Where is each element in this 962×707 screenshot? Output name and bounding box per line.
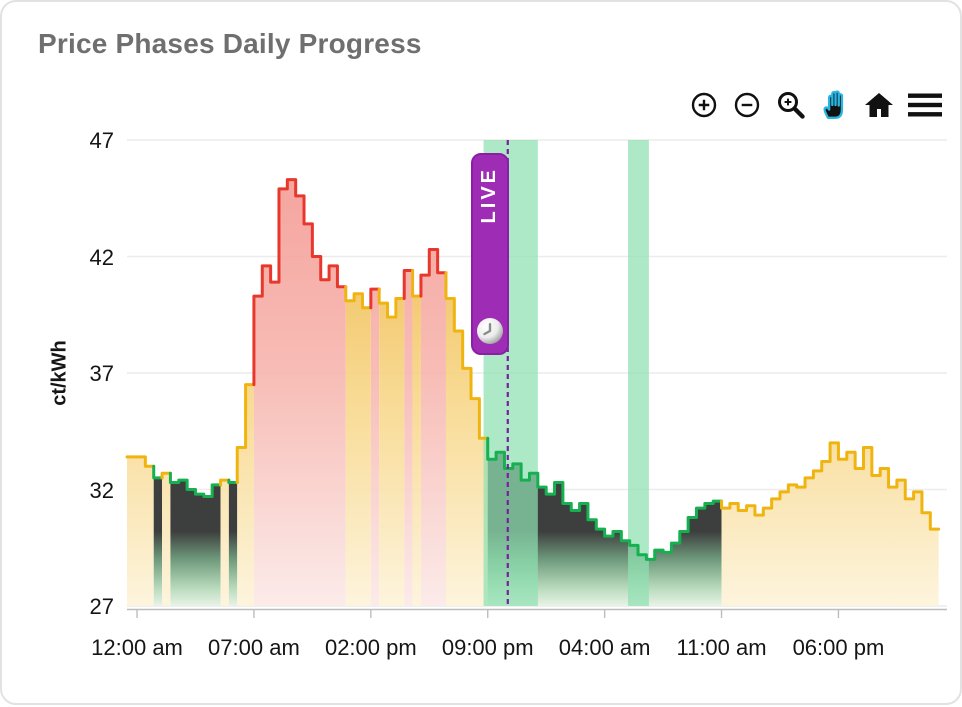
zoom-in-button[interactable] (687, 86, 721, 124)
page-title: Price Phases Daily Progress (38, 28, 422, 59)
menu-button[interactable] (906, 86, 944, 124)
live-badge: LIVE (470, 153, 509, 355)
circle-plus-icon (691, 92, 717, 118)
pan-button[interactable] (818, 86, 852, 124)
y-tick-label: 32 (89, 477, 114, 503)
zoom-out-button[interactable] (730, 86, 764, 124)
x-tick-label: 06:00 pm (792, 635, 885, 660)
y-tick-label: 42 (89, 244, 114, 270)
hand-icon (823, 90, 844, 119)
x-tick-label: 11:00 am (676, 635, 767, 660)
box-zoom-button[interactable] (773, 86, 809, 124)
reset-view-button[interactable] (861, 86, 897, 124)
x-tick-label: 07:00 am (208, 635, 300, 660)
x-tick-label: 12:00 am (91, 635, 183, 660)
circle-minus-icon (734, 92, 760, 118)
home-icon (865, 93, 893, 117)
x-tick-label: 09:00 pm (441, 635, 534, 660)
clock-icon (476, 318, 503, 344)
hamburger-icon (908, 93, 942, 117)
modebar (687, 86, 944, 124)
live-badge-label: LIVE (478, 167, 501, 224)
x-tick-label: 04:00 am (558, 635, 651, 660)
magnifier-plus-icon (778, 92, 805, 119)
x-tick-label: 02:00 pm (324, 635, 417, 660)
y-tick-label: 27 (89, 594, 114, 619)
y-tick-label: 47 (89, 128, 114, 153)
y-tick-label: 37 (89, 361, 114, 386)
